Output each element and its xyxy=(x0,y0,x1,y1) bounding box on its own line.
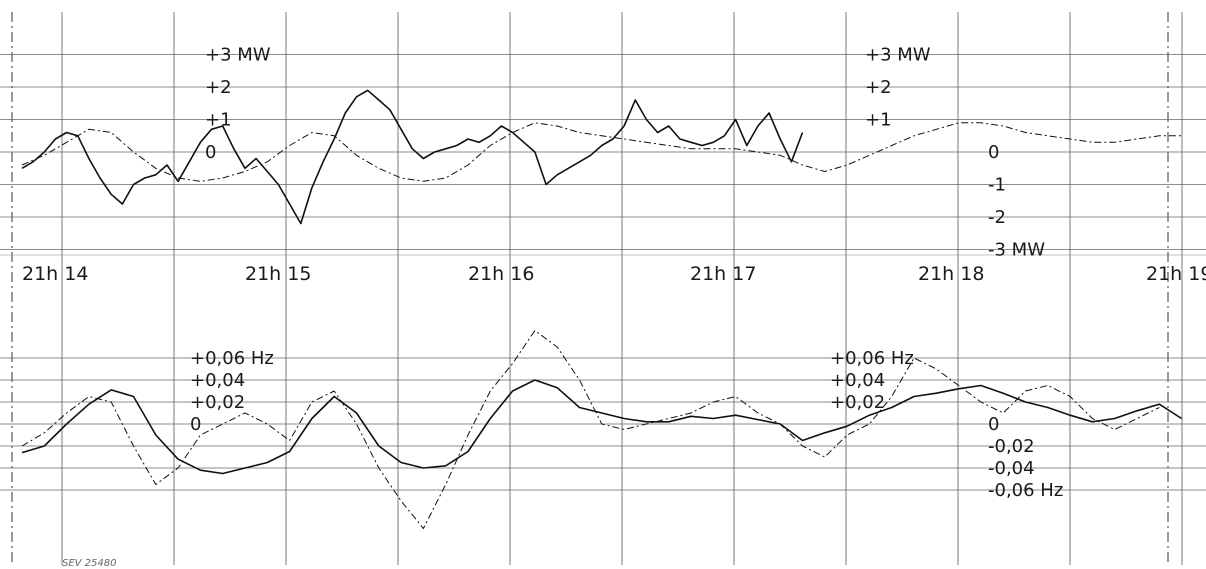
power-scale-label-right: +1 xyxy=(865,110,892,131)
time-label: 21h 18 xyxy=(918,263,984,285)
time-label: 21h 16 xyxy=(468,263,534,285)
power-scale-label-right: 0 xyxy=(988,142,999,163)
reference-stamp: SEV 25480 xyxy=(62,558,117,569)
power-solid-curve xyxy=(21,89,804,225)
frequency-scale-label-middle: +0,02 xyxy=(830,392,885,413)
frequency-scale-label-left: +0,06 Hz xyxy=(190,348,274,369)
frequency-scale-label-middle: +0,04 xyxy=(830,370,885,391)
power-scale-label-left: +2 xyxy=(205,77,232,98)
power-scale-label-left: 0 xyxy=(205,142,216,163)
power-dash-dot-curve xyxy=(21,122,1182,182)
time-label: 21h 14 xyxy=(22,263,88,285)
power-scale-label-right: -2 xyxy=(988,207,1006,228)
frequency-scale-label-right: -0,06 Hz xyxy=(988,480,1063,501)
frequency-scale-label-right: 0 xyxy=(988,414,999,435)
time-label: 21h 19 xyxy=(1146,263,1206,285)
frequency-scale-label-middle: +0,06 Hz xyxy=(830,348,914,369)
power-scale-label-right: +2 xyxy=(865,77,892,98)
power-scale-label-left: +1 xyxy=(205,110,232,131)
frequency-scale-label-left: 0 xyxy=(190,414,201,435)
grid xyxy=(0,12,1206,565)
power-scale-label-right: +3 MW xyxy=(865,45,931,66)
curves xyxy=(21,89,1183,529)
power-scale-label-left: +3 MW xyxy=(205,45,271,66)
time-label: 21h 17 xyxy=(690,263,756,285)
frequency-solid-curve xyxy=(21,379,1183,475)
power-scale-label-right: -1 xyxy=(988,175,1006,196)
frequency-scale-label-left: +0,02 xyxy=(190,392,245,413)
power-scale-label-right: -3 MW xyxy=(988,240,1045,261)
time-label: 21h 15 xyxy=(245,263,311,285)
labels: 21h 14 21h 15 21h 16 21h 17 21h 18 21h 19 +3 M… xyxy=(22,45,1206,569)
frequency-scale-label-right: -0,02 xyxy=(988,436,1035,457)
frequency-scale-label-right: -0,04 xyxy=(988,458,1035,479)
frequency-scale-label-left: +0,04 xyxy=(190,370,245,391)
frequency-dash-dot-curve xyxy=(21,330,1160,529)
